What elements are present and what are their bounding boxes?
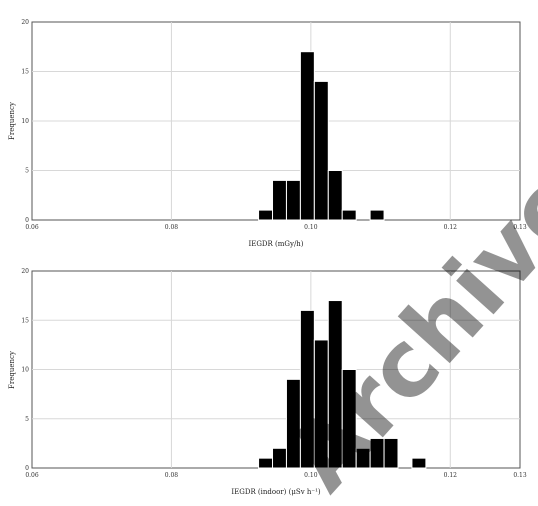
x-tick-label: 0.13	[513, 472, 527, 479]
lower-y-axis-label: Frequency	[8, 351, 16, 389]
histogram-bar	[313, 80, 329, 221]
x-tick-label: 0.12	[444, 224, 458, 231]
histogram-bar	[272, 179, 287, 221]
upper-x-axis-label: IEGDR (mGy/h)	[248, 240, 303, 248]
y-tick-label: 15	[21, 69, 29, 76]
y-tick-label: 5	[25, 168, 29, 175]
x-tick-label: 0.13	[513, 224, 527, 231]
histogram-bar	[341, 209, 357, 221]
x-tick-label: 0.08	[165, 224, 179, 231]
y-tick-label: 0	[25, 217, 29, 224]
y-tick-label: 20	[21, 19, 29, 26]
x-tick-label: 0.06	[25, 224, 39, 231]
histogram-bar	[341, 369, 357, 469]
x-tick-label: 0.08	[165, 472, 179, 479]
x-tick-label: 0.10	[304, 224, 318, 231]
histogram-bar	[327, 170, 343, 221]
lower-bars	[258, 300, 427, 469]
y-tick-label: 5	[25, 416, 29, 423]
x-tick-label: 0.12	[444, 472, 458, 479]
histogram-bar	[258, 457, 274, 469]
y-tick-label: 20	[21, 268, 29, 275]
histogram-bar	[299, 51, 315, 221]
upper-y-ticks: 0 5 10 15 20	[21, 19, 29, 224]
y-tick-label: 0	[25, 465, 29, 472]
upper-x-ticks: 0.06 0.08 0.10 0.12 0.13	[25, 224, 527, 231]
upper-bars	[258, 51, 385, 221]
x-tick-label: 0.10	[304, 472, 318, 479]
histogram-bar	[285, 179, 301, 221]
histogram-bar	[383, 437, 399, 469]
lower-grid	[32, 271, 520, 468]
x-tick-label: 0.06	[25, 472, 39, 479]
lower-x-axis-label: IEGDR (indoor) (μSv h⁻¹)	[231, 488, 321, 496]
lower-y-ticks: 0 5 10 15 20	[21, 268, 29, 472]
histogram-bar	[411, 457, 427, 469]
y-tick-label: 10	[21, 367, 29, 374]
histogram-bar	[258, 209, 274, 221]
y-tick-label: 10	[21, 118, 29, 125]
lower-histogram-panel: 0.06 0.08 0.10 0.12 0.13 0 5 10 15 20 IEGDR (ind…	[8, 268, 527, 496]
lower-x-ticks: 0.06 0.08 0.10 0.12 0.13	[25, 472, 527, 479]
histogram-bar	[369, 209, 385, 221]
upper-histogram-panel: 0.06 0.08 0.10 0.12 0.13 0 5 10 15 20 IEGDR (mGy…	[8, 19, 527, 248]
upper-y-axis-label: Frequency	[8, 102, 16, 140]
y-tick-label: 15	[21, 317, 29, 324]
